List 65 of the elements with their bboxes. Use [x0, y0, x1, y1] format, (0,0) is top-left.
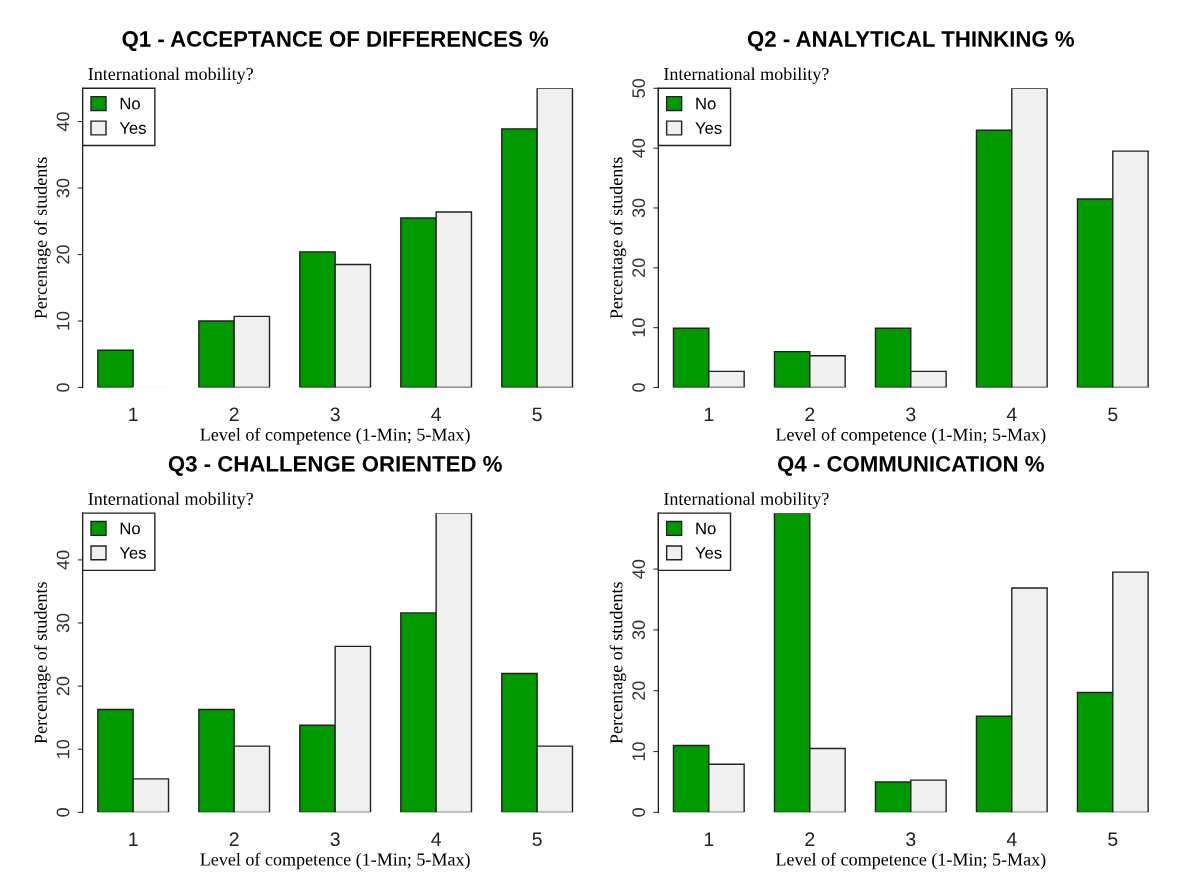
- legend-label: Yes: [695, 547, 722, 559]
- chart-title: Q1 - ACCEPTANCE OF DIFFERENCES %: [122, 31, 549, 51]
- y-tick-label: 20: [632, 258, 646, 277]
- legend-title: International mobility?: [88, 67, 253, 84]
- y-tick-label: 0: [632, 808, 646, 817]
- y-tick-label: 20: [632, 681, 646, 700]
- x-tick-label: 1: [704, 407, 714, 422]
- y-tick-label: 20: [56, 676, 70, 696]
- y-tick-label: 40: [632, 138, 646, 158]
- legend-title: International mobility?: [664, 67, 829, 84]
- y-axis-title: Percentage of students: [33, 582, 51, 744]
- x-tick-label: 1: [704, 832, 714, 846]
- x-axis-title: Level of competence (1-Min; 5-Max): [200, 427, 470, 445]
- x-tick-label: 4: [1006, 832, 1017, 846]
- x-tick-label: 5: [1108, 832, 1118, 847]
- legend-title: International mobility?: [664, 492, 829, 509]
- x-tick-label: 4: [1006, 407, 1017, 422]
- y-tick-label: 40: [56, 112, 70, 132]
- x-tick-label: 2: [805, 407, 815, 422]
- y-tick-label: 20: [56, 245, 70, 264]
- legend-label: No: [120, 97, 140, 110]
- x-tick-label: 2: [805, 832, 815, 846]
- y-tick-label: 10: [56, 739, 70, 758]
- chart-title: Q2 - ANALYTICAL THINKING %: [747, 31, 1075, 51]
- legend-label: No: [696, 97, 716, 110]
- y-tick-label: 40: [56, 550, 70, 570]
- x-axis-title: Level of competence (1-Min; 5-Max): [775, 427, 1046, 445]
- x-tick-label: 1: [129, 832, 138, 846]
- x-tick-label: 4: [431, 407, 441, 422]
- x-axis-title: Level of competence (1-Min; 5-Max): [200, 852, 470, 870]
- x-tick-label: 5: [532, 407, 542, 422]
- legend-label: Yes: [119, 122, 146, 134]
- y-tick-label: 30: [632, 620, 646, 640]
- y-axis-title: Percentage of students: [609, 582, 627, 744]
- x-tick-label: 3: [330, 407, 340, 422]
- y-tick-label: 10: [632, 742, 646, 761]
- x-tick-label: 4: [431, 832, 441, 846]
- y-axis-title: Percentage of students: [33, 157, 51, 319]
- y-tick-label: 10: [632, 318, 646, 337]
- x-tick-label: 3: [330, 832, 340, 847]
- y-tick-label: 30: [632, 198, 646, 218]
- x-tick-label: 3: [906, 407, 916, 422]
- x-tick-label: 2: [229, 832, 239, 846]
- x-axis-title: Level of competence (1-Min; 5-Max): [775, 852, 1046, 870]
- y-tick-label: 50: [632, 78, 646, 98]
- y-tick-label: 0: [56, 808, 70, 817]
- x-tick-label: 2: [229, 407, 239, 422]
- chart-title: Q4 - COMMUNICATION %: [777, 455, 1044, 476]
- x-tick-label: 5: [1108, 407, 1118, 422]
- legend-label: Yes: [119, 547, 146, 559]
- y-tick-label: 30: [56, 613, 70, 633]
- legend-label: No: [696, 522, 716, 535]
- legend-title: International mobility?: [88, 492, 253, 509]
- y-tick-label: 0: [632, 383, 646, 392]
- y-axis-title: Percentage of students: [609, 157, 627, 319]
- y-tick-label: 0: [56, 383, 70, 392]
- x-tick-label: 1: [129, 407, 138, 422]
- x-tick-label: 3: [906, 832, 916, 847]
- legend-label: No: [120, 522, 140, 535]
- legend-label: Yes: [695, 122, 722, 134]
- x-tick-label: 5: [532, 832, 542, 847]
- y-tick-label: 30: [56, 178, 70, 198]
- y-tick-label: 40: [632, 559, 646, 579]
- y-tick-label: 10: [56, 311, 70, 330]
- chart-title: Q3 - CHALLENGE ORIENTED %: [168, 455, 502, 476]
